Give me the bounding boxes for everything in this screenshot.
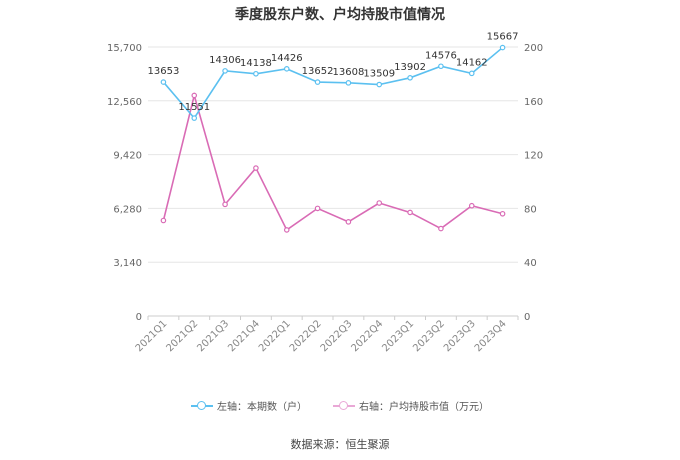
series-lines [160,44,506,233]
x-tick-label: 2021Q4 [226,318,262,354]
data-point-households [160,79,167,85]
x-tick-label: 2021Q2 [165,318,201,354]
y-left-tick-label: 12,560 [107,97,142,108]
y-right-tick-label: 200 [524,43,543,54]
y-right-tick-label: 80 [524,204,537,215]
legend: 左轴：本期数（户） 右轴：户均持股市值（万元） [0,398,680,413]
x-tick-label: 2023Q4 [473,318,509,354]
data-point-avg-value [191,92,198,99]
data-point-avg-value [314,205,321,212]
series-line-households [162,46,504,120]
axes: 0 0 3,140 40 6,280 80 9,420 120 12,560 160 15,700 2… [107,43,543,354]
data-point-households [407,75,413,81]
data-point-households [222,68,228,74]
data-point-avg-value [438,225,444,232]
series-line-avg-value [162,92,503,232]
y-left-tick-label: 15,700 [107,43,142,54]
data-point-households [438,63,444,70]
data-point-households [376,81,383,88]
data-point-avg-value [253,165,259,171]
data-label-households: 14138 [240,58,272,69]
data-label-households: 13509 [363,69,395,80]
data-label-households: 13653 [148,66,180,77]
data-label-households: 14426 [271,53,303,64]
y-left-tick-label: 9,420 [113,151,142,162]
data-label-households: 11551 [178,102,210,113]
y-left-tick-label: 0 [136,312,142,323]
data-point-avg-value [376,200,383,206]
data-source-note: 数据来源：恒生聚源 [290,438,390,451]
y-left-tick-label: 3,140 [113,258,142,269]
data-point-avg-value [407,209,413,216]
data-point-avg-value [345,219,352,225]
y-right-tick-label: 160 [524,97,543,108]
x-tick-label: 2022Q4 [350,318,386,354]
y-right-tick-label: 120 [524,151,543,162]
data-point-avg-value [468,202,475,209]
data-label-households: 13608 [333,67,365,78]
data-label-households: 14162 [456,57,488,68]
legend-label-avg-value: 右轴：户均持股市值（万元） [359,402,489,413]
data-point-households [191,115,198,121]
data-point-avg-value [222,201,228,208]
legend-item-avg-value[interactable]: 右轴：户均持股市值（万元） [333,398,489,413]
data-point-avg-value [283,227,290,233]
x-tick-label: 2023Q3 [442,318,478,354]
x-tick-label: 2022Q3 [319,318,355,354]
data-label-households: 14306 [209,55,241,66]
y-right-tick-label: 40 [524,258,537,269]
data-point-avg-value [499,210,506,217]
data-label-households: 13902 [394,62,426,73]
chart-title: 季度股东户数、户均持股市值情况 [235,7,445,23]
x-tick-label: 2023Q1 [380,318,416,354]
data-point-households [345,80,352,86]
legend-swatch-avg-value [333,400,355,411]
data-labels: 13653 11551 14306 14138 14426 13652 13608 13509… [148,32,519,114]
x-tick-label: 2022Q1 [257,318,293,354]
x-tick-label: 2023Q2 [411,318,447,354]
x-tick-label: 2022Q2 [288,318,324,354]
data-point-households [468,70,475,77]
data-point-households [253,70,259,77]
x-tick-label: 2021Q3 [195,318,231,354]
y-right-tick-label: 0 [524,312,530,323]
data-point-households [283,66,290,72]
legend-label-households: 左轴：本期数（户） [217,402,307,413]
legend-swatch-households [191,400,213,411]
data-label-households: 13652 [302,66,334,77]
data-label-households: 14576 [425,50,457,61]
legend-item-households[interactable]: 左轴：本期数（户） [191,398,307,413]
data-point-avg-value [160,217,167,224]
data-label-households: 15667 [487,32,519,43]
y-left-tick-label: 6,280 [113,204,142,215]
grid-lines [148,46,518,317]
data-point-households [499,44,506,51]
x-tick-label: 2021Q1 [134,318,170,354]
data-point-households [314,79,321,85]
